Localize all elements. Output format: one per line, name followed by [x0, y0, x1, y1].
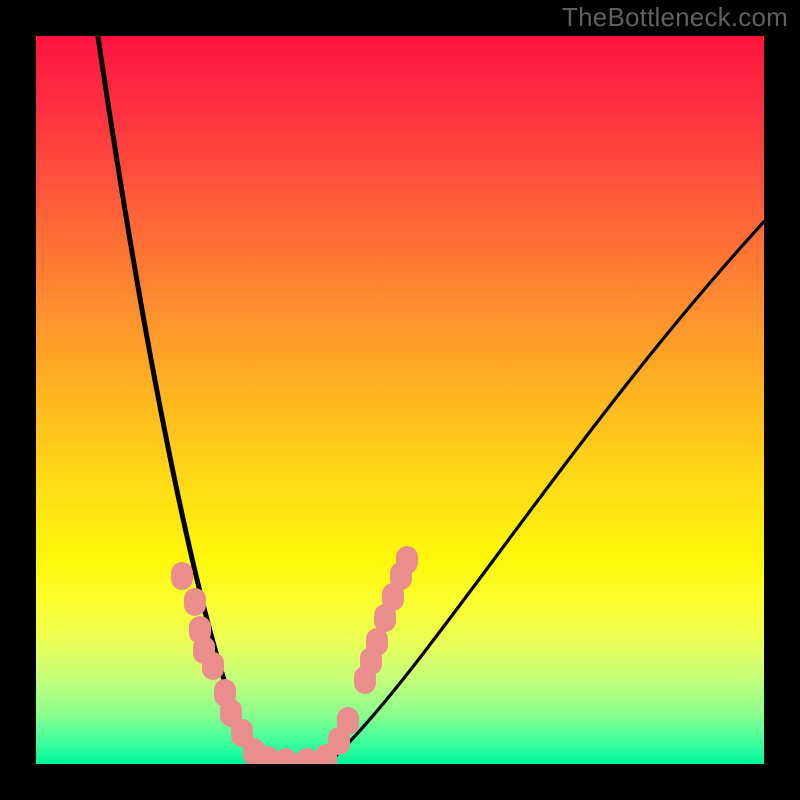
marker-layer — [36, 36, 764, 764]
watermark-text: TheBottleneck.com — [562, 2, 788, 33]
data-marker — [396, 546, 418, 574]
data-marker — [275, 748, 297, 764]
data-marker — [337, 707, 359, 735]
data-marker — [184, 588, 206, 616]
data-marker — [171, 562, 193, 590]
plot-area — [36, 36, 764, 764]
data-marker — [202, 652, 224, 680]
